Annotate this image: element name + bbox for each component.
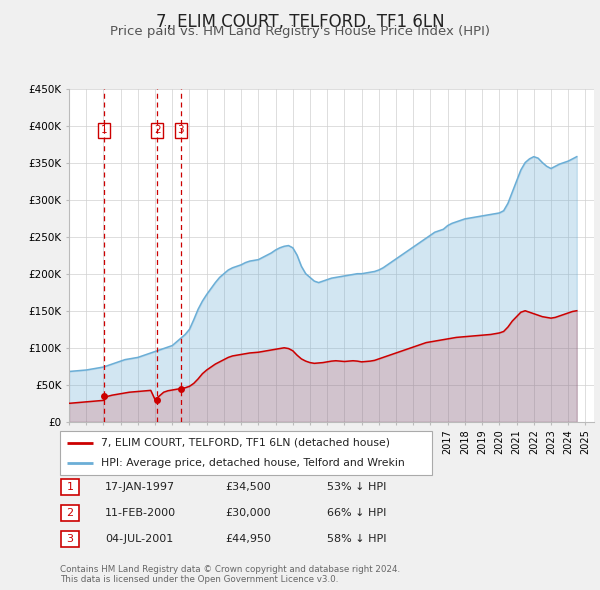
Text: 1: 1: [101, 125, 107, 135]
Text: 7, ELIM COURT, TELFORD, TF1 6LN: 7, ELIM COURT, TELFORD, TF1 6LN: [155, 13, 445, 31]
Text: 3: 3: [67, 535, 73, 544]
Text: 1: 1: [67, 483, 73, 492]
Text: 66% ↓ HPI: 66% ↓ HPI: [327, 509, 386, 518]
Text: £34,500: £34,500: [225, 483, 271, 492]
Text: 2: 2: [154, 125, 160, 135]
Text: £30,000: £30,000: [225, 509, 271, 518]
Text: Contains HM Land Registry data © Crown copyright and database right 2024.
This d: Contains HM Land Registry data © Crown c…: [60, 565, 400, 584]
Text: 3: 3: [178, 125, 184, 135]
Text: HPI: Average price, detached house, Telford and Wrekin: HPI: Average price, detached house, Telf…: [101, 458, 404, 468]
Text: 17-JAN-1997: 17-JAN-1997: [105, 483, 175, 492]
Text: 2: 2: [67, 509, 73, 518]
Text: 7, ELIM COURT, TELFORD, TF1 6LN (detached house): 7, ELIM COURT, TELFORD, TF1 6LN (detache…: [101, 438, 390, 448]
Text: £44,950: £44,950: [225, 535, 271, 544]
Text: 04-JUL-2001: 04-JUL-2001: [105, 535, 173, 544]
Text: 53% ↓ HPI: 53% ↓ HPI: [327, 483, 386, 492]
Text: 11-FEB-2000: 11-FEB-2000: [105, 509, 176, 518]
Text: Price paid vs. HM Land Registry's House Price Index (HPI): Price paid vs. HM Land Registry's House …: [110, 25, 490, 38]
Text: 58% ↓ HPI: 58% ↓ HPI: [327, 535, 386, 544]
